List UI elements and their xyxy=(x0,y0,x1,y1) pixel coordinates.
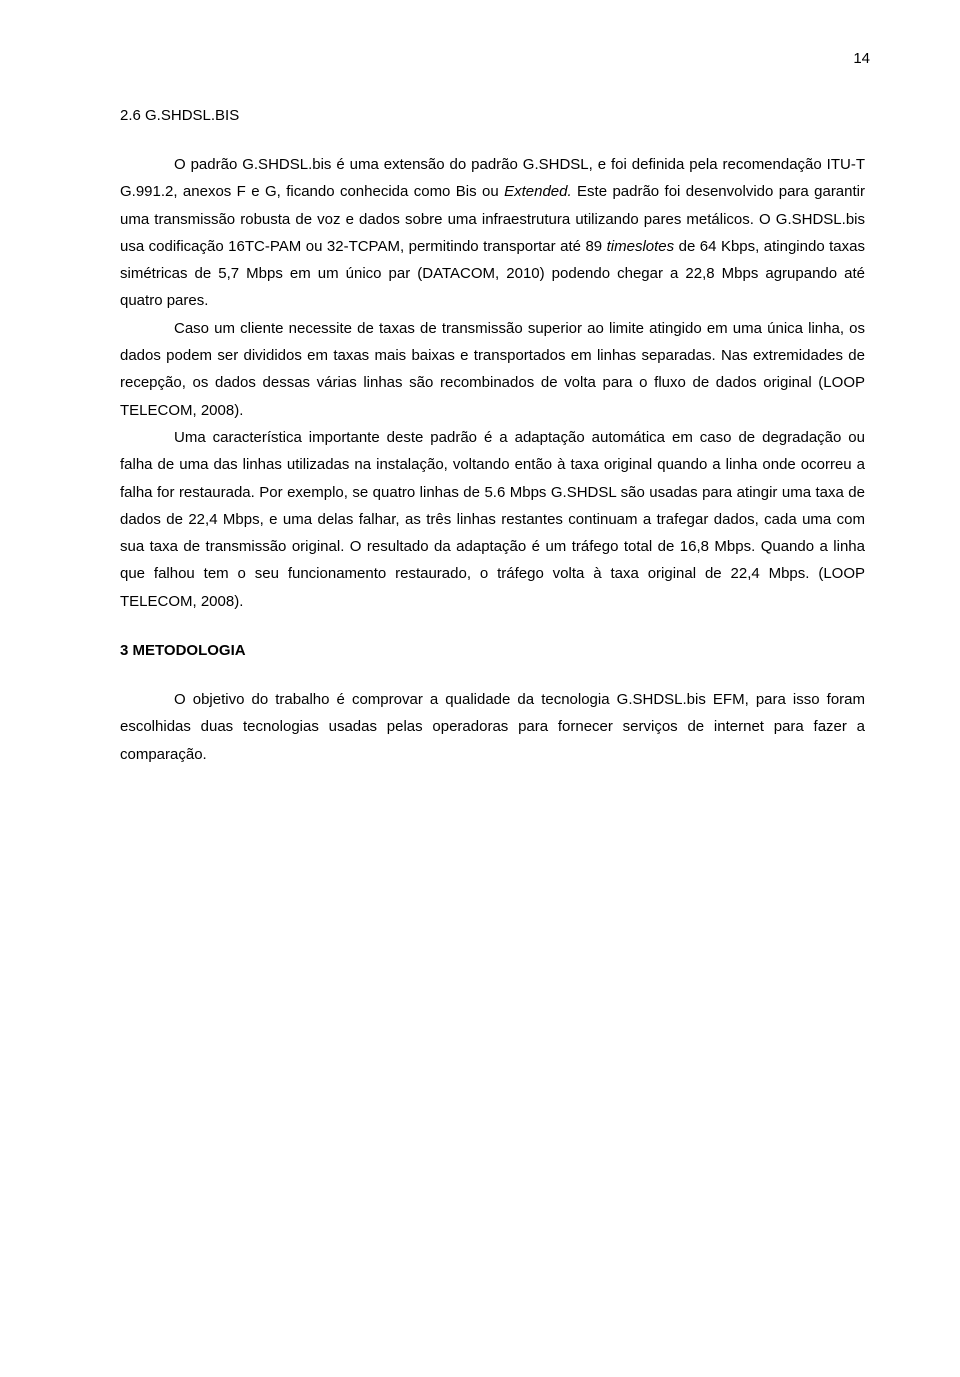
paragraph-2: Caso um cliente necessite de taxas de tr… xyxy=(120,315,865,424)
section-heading-3: 3 METODOLOGIA xyxy=(120,642,865,659)
paragraph-4: O objetivo do trabalho é comprovar a qua… xyxy=(120,686,865,768)
page-number: 14 xyxy=(120,50,870,67)
paragraph-1-italic-timeslotes: timeslotes xyxy=(607,238,675,255)
paragraph-1: O padrão G.SHDSL.bis é uma extensão do p… xyxy=(120,151,865,315)
paragraph-3: Uma característica importante deste padr… xyxy=(120,424,865,615)
document-page: 14 2.6 G.SHDSL.BIS O padrão G.SHDSL.bis … xyxy=(0,0,960,818)
paragraph-1-italic-extended: Extended. xyxy=(504,183,572,200)
section-heading-2-6: 2.6 G.SHDSL.BIS xyxy=(120,107,865,124)
